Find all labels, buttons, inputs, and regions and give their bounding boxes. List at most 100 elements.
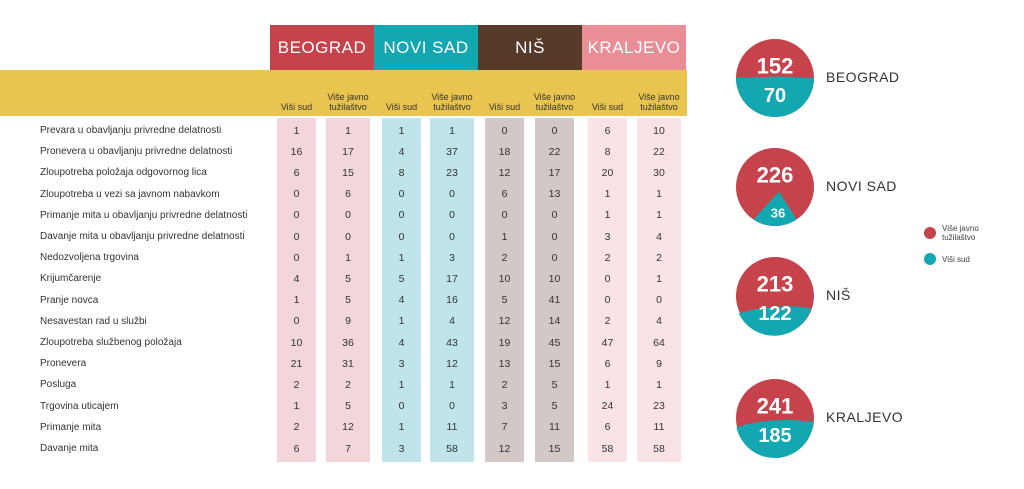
table-cell: 1	[656, 209, 662, 222]
table-cell: 0	[293, 188, 300, 201]
legend-swatch	[924, 253, 936, 265]
table-cell: 9	[656, 357, 662, 370]
table-cell: 1	[398, 378, 405, 391]
table-cell: 1	[398, 124, 405, 137]
row-label: Zloupotreba u vezi sa javnom nabavkom	[40, 188, 220, 200]
table-cell: 1	[398, 315, 405, 328]
table-cell: 6	[604, 421, 611, 434]
table-cell: 6	[604, 124, 611, 137]
subheader-tuzilastvo: Više javno tužilaštvo	[327, 92, 369, 112]
table-cell: 12	[498, 166, 511, 179]
table-cell: 2	[293, 421, 300, 434]
legend-item: Više javno tužilaštvo	[924, 224, 1002, 242]
table-cell: 12	[446, 357, 458, 370]
table-cell: 10	[498, 272, 511, 285]
visi-sud-segment	[736, 76, 814, 117]
table-cell: 2	[501, 378, 508, 391]
column-strip-kraljevo-tuzilastvo	[637, 118, 681, 462]
table-cell: 13	[498, 357, 511, 370]
table-cell: 2	[656, 251, 662, 264]
table-cell: 4	[656, 315, 662, 328]
table-cell: 1	[656, 188, 662, 201]
table-cell: 0	[501, 209, 508, 222]
table-cell: 0	[501, 124, 508, 137]
table-cell: 0	[551, 251, 558, 264]
table-cell: 10	[290, 336, 303, 349]
table-cell: 12	[498, 315, 511, 328]
column-strip-nis-visi-sud	[485, 118, 524, 462]
table-cell: 0	[551, 124, 558, 137]
table-cell: 0	[398, 400, 405, 413]
table-cell: 37	[446, 145, 458, 158]
total-city-label: BEOGRAD	[826, 69, 900, 85]
legend-label: Viši sud	[942, 254, 970, 264]
table-cell: 16	[446, 294, 458, 307]
table-cell: 1	[449, 124, 455, 137]
table-cell: 3	[449, 251, 455, 264]
table-cell: 22	[548, 145, 561, 158]
total-visi-sud-value: 185	[758, 425, 791, 447]
table-cell: 2	[604, 251, 611, 264]
column-strip-beograd-tuzilastvo	[326, 118, 370, 462]
row-label: Primanje mita u obavljanju privredne del…	[40, 209, 248, 221]
table-cell: 0	[604, 272, 611, 285]
table-cell: 5	[501, 294, 508, 307]
table-cell: 41	[548, 294, 561, 307]
table-cell: 5	[345, 272, 351, 285]
tuzilastvo-disc	[736, 148, 814, 226]
subheader-visi-sud: Viši sud	[385, 102, 418, 112]
legend-swatch	[924, 227, 936, 239]
legend-label: Više javno tužilaštvo	[942, 224, 979, 242]
table-cell: 6	[604, 357, 611, 370]
total-tuzilastvo-value: 226	[757, 162, 794, 187]
table-cell: 1	[398, 251, 405, 264]
table-cell: 23	[653, 400, 665, 413]
table-cell: 3	[604, 230, 611, 243]
table-cell: 12	[498, 442, 511, 455]
table-cell: 58	[446, 442, 458, 455]
row-label: Nedozvoljena trgovina	[40, 252, 139, 264]
subheader-visi-sud: Viši sud	[280, 102, 313, 112]
table-cell: 2	[345, 378, 351, 391]
subheader-visi-sud: Viši sud	[591, 102, 624, 112]
table-cell: 13	[548, 188, 561, 201]
table-cell: 11	[653, 421, 665, 434]
total-circle-novisad: 226 36	[736, 148, 814, 226]
visi-sud-segment	[736, 419, 814, 459]
subheader-tuzilastvo: Više javno tužilaštvo	[431, 92, 473, 112]
table-cell: 0	[293, 315, 300, 328]
total-city-label: NOVI SAD	[826, 178, 897, 194]
table-cell: 45	[548, 336, 561, 349]
table-cell: 5	[345, 294, 351, 307]
table-cell: 43	[446, 336, 458, 349]
table-cell: 4	[398, 145, 405, 158]
table-cell: 12	[342, 421, 354, 434]
table-cell: 3	[398, 357, 405, 370]
total-visi-sud-value: 122	[758, 303, 791, 325]
row-label: Davanje mita u obavljanju privredne dela…	[40, 231, 245, 242]
table-cell: 6	[293, 442, 300, 455]
table-cell: 14	[548, 315, 561, 328]
table-cell: 21	[290, 357, 303, 370]
table-cell: 8	[398, 166, 405, 179]
table-cell: 0	[551, 209, 558, 222]
column-strip-nis-tuzilastvo	[535, 118, 574, 462]
table-cell: 4	[398, 294, 405, 307]
table-cell: 5	[398, 272, 405, 285]
table-cell: 10	[653, 124, 665, 137]
row-label: Trgovina uticajem	[40, 400, 119, 412]
column-strip-novisad-visi-sud	[382, 118, 421, 462]
table-cell: 3	[501, 400, 508, 413]
table-cell: 2	[501, 251, 508, 264]
table-cell: 4	[398, 336, 405, 349]
table-cell: 1	[656, 272, 662, 285]
city-header-beograd: BEOGRAD	[270, 25, 374, 70]
table-cell: 1	[604, 188, 611, 201]
table-cell: 16	[290, 145, 303, 158]
table-cell: 0	[551, 230, 558, 243]
table-cell: 8	[604, 145, 611, 158]
row-label: Prevara u obavljanju privredne delatnost…	[40, 125, 222, 136]
table-cell: 17	[342, 145, 354, 158]
